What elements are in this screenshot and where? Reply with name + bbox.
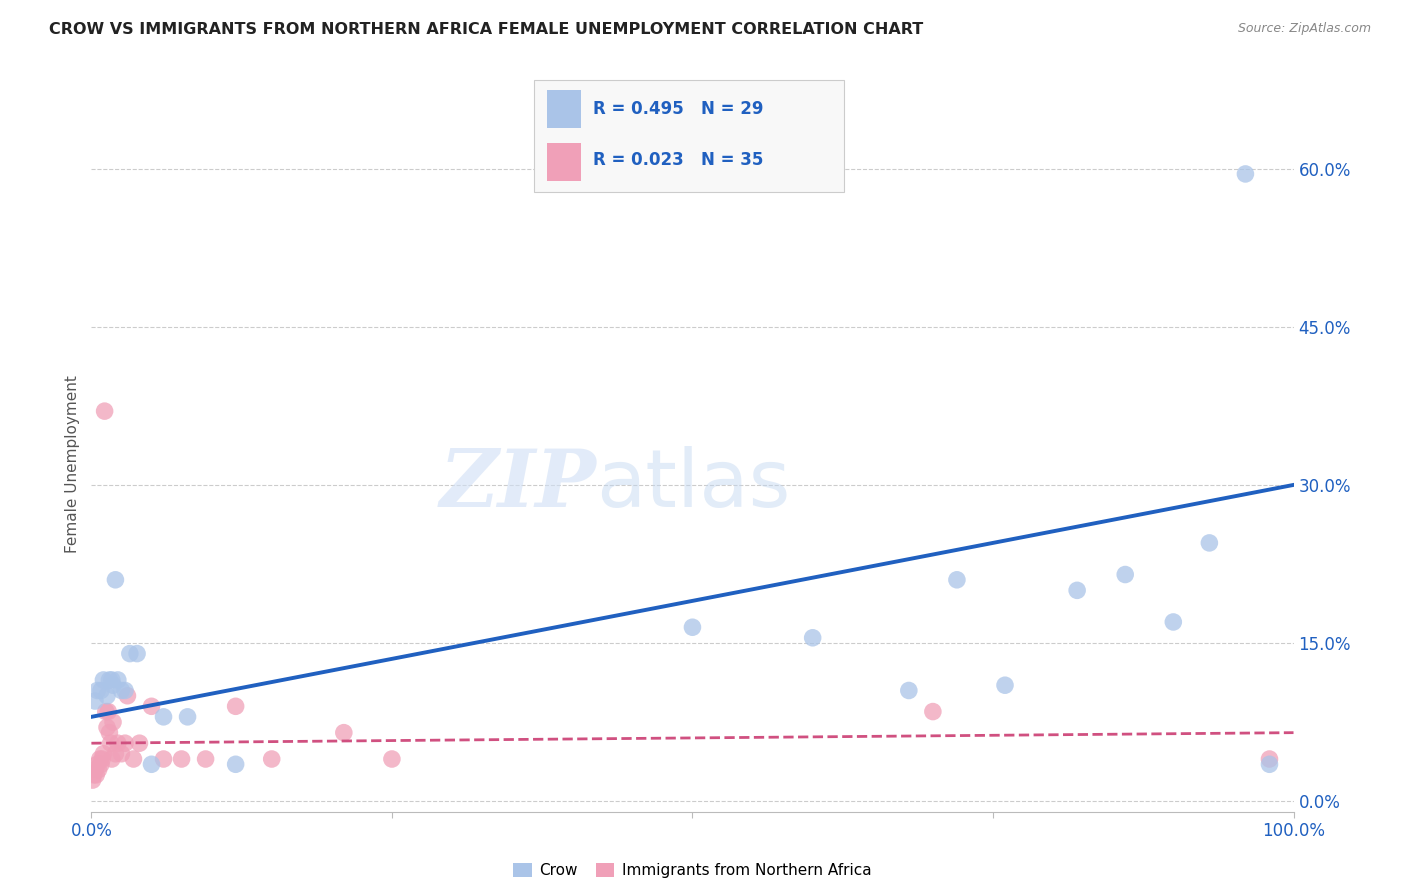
Point bbox=[107, 736, 129, 750]
Point bbox=[1258, 752, 1281, 766]
Point bbox=[260, 752, 283, 766]
Point bbox=[86, 757, 108, 772]
Point bbox=[225, 757, 247, 772]
Point bbox=[122, 752, 145, 766]
Point bbox=[381, 752, 404, 766]
Point bbox=[87, 763, 110, 777]
Text: atlas: atlas bbox=[596, 446, 790, 524]
Point bbox=[107, 673, 129, 687]
Point bbox=[101, 752, 124, 766]
FancyBboxPatch shape bbox=[547, 90, 581, 128]
Point bbox=[96, 689, 118, 703]
Text: R = 0.023   N = 35: R = 0.023 N = 35 bbox=[593, 151, 763, 169]
Point bbox=[96, 720, 118, 734]
Point bbox=[118, 647, 141, 661]
Point bbox=[128, 736, 150, 750]
Point bbox=[89, 752, 111, 766]
Point bbox=[90, 683, 112, 698]
Point bbox=[101, 678, 124, 692]
Point bbox=[1161, 615, 1184, 629]
Point bbox=[1114, 567, 1136, 582]
Point bbox=[176, 710, 198, 724]
Point bbox=[994, 678, 1017, 692]
FancyBboxPatch shape bbox=[547, 143, 581, 180]
Point bbox=[98, 725, 121, 739]
Point bbox=[922, 705, 945, 719]
Point bbox=[194, 752, 217, 766]
Text: CROW VS IMMIGRANTS FROM NORTHERN AFRICA FEMALE UNEMPLOYMENT CORRELATION CHART: CROW VS IMMIGRANTS FROM NORTHERN AFRICA … bbox=[49, 22, 924, 37]
Point bbox=[101, 715, 124, 730]
Point bbox=[897, 683, 920, 698]
Point bbox=[104, 747, 127, 761]
Text: ZIP: ZIP bbox=[440, 446, 596, 524]
Point bbox=[84, 763, 107, 777]
Point bbox=[94, 705, 117, 719]
Point bbox=[801, 631, 824, 645]
Point bbox=[100, 736, 122, 750]
Point bbox=[141, 757, 163, 772]
Point bbox=[681, 620, 703, 634]
Point bbox=[1234, 167, 1257, 181]
Legend: Crow, Immigrants from Northern Africa: Crow, Immigrants from Northern Africa bbox=[508, 857, 877, 884]
Point bbox=[93, 404, 115, 418]
Point bbox=[333, 725, 356, 739]
Point bbox=[1066, 583, 1088, 598]
Point bbox=[225, 699, 247, 714]
Point bbox=[152, 710, 174, 724]
Point bbox=[93, 673, 115, 687]
Point bbox=[82, 773, 104, 788]
Text: Source: ZipAtlas.com: Source: ZipAtlas.com bbox=[1237, 22, 1371, 36]
Point bbox=[946, 573, 969, 587]
Point bbox=[110, 747, 132, 761]
Point bbox=[114, 683, 136, 698]
Point bbox=[86, 683, 108, 698]
Point bbox=[90, 757, 112, 772]
Point bbox=[91, 752, 114, 766]
Point bbox=[125, 647, 148, 661]
Point bbox=[101, 673, 124, 687]
Point bbox=[117, 689, 139, 703]
Point bbox=[97, 705, 120, 719]
Point bbox=[83, 768, 105, 782]
Point bbox=[152, 752, 174, 766]
Point bbox=[114, 736, 136, 750]
Point bbox=[110, 683, 132, 698]
Point bbox=[84, 768, 107, 782]
Point bbox=[104, 573, 127, 587]
Point bbox=[141, 699, 163, 714]
Point bbox=[93, 747, 115, 761]
Point bbox=[170, 752, 193, 766]
Point bbox=[1258, 757, 1281, 772]
Point bbox=[84, 694, 107, 708]
Y-axis label: Female Unemployment: Female Unemployment bbox=[65, 375, 80, 553]
Point bbox=[98, 673, 121, 687]
Point bbox=[1198, 536, 1220, 550]
Text: R = 0.495   N = 29: R = 0.495 N = 29 bbox=[593, 100, 763, 118]
